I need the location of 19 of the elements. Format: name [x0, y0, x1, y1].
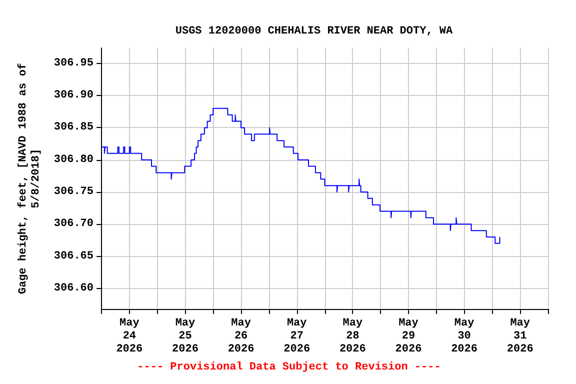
y-tick-label: 306.90: [54, 90, 94, 102]
y-tick-label: 306.60: [54, 282, 94, 294]
chart-title: USGS 12020000 CHEHALIS RIVER NEAR DOTY, WA: [175, 26, 454, 38]
x-tick-label: May 31 2026: [506, 318, 534, 356]
x-tick-label: May 27 2026: [284, 318, 310, 356]
x-tick-label: May 26 2026: [228, 318, 254, 356]
y-axis-title: Gage height, feet, [NAVD 1988 as of 5/8/2018]: [16, 62, 42, 294]
x-tick-label: May 24 2026: [116, 318, 143, 356]
text: ---- Provisional Data Subject to Revision ----: [137, 362, 441, 374]
y-tick-label: 306.85: [54, 122, 94, 134]
y-tick-label: 306.65: [54, 250, 94, 262]
x-tick-label: May 25 2026: [172, 318, 198, 356]
y-tick-label: 306.95: [54, 57, 94, 70]
x-tick-label: May 29 2026: [395, 318, 422, 356]
y-tick-label: 306.70: [54, 218, 94, 230]
x-tick-label: May 30 2026: [451, 318, 478, 356]
y-tick-label: 306.80: [54, 154, 94, 166]
y-tick-label: 306.75: [54, 186, 94, 198]
x-tick-label: May 28 2026: [339, 318, 366, 356]
